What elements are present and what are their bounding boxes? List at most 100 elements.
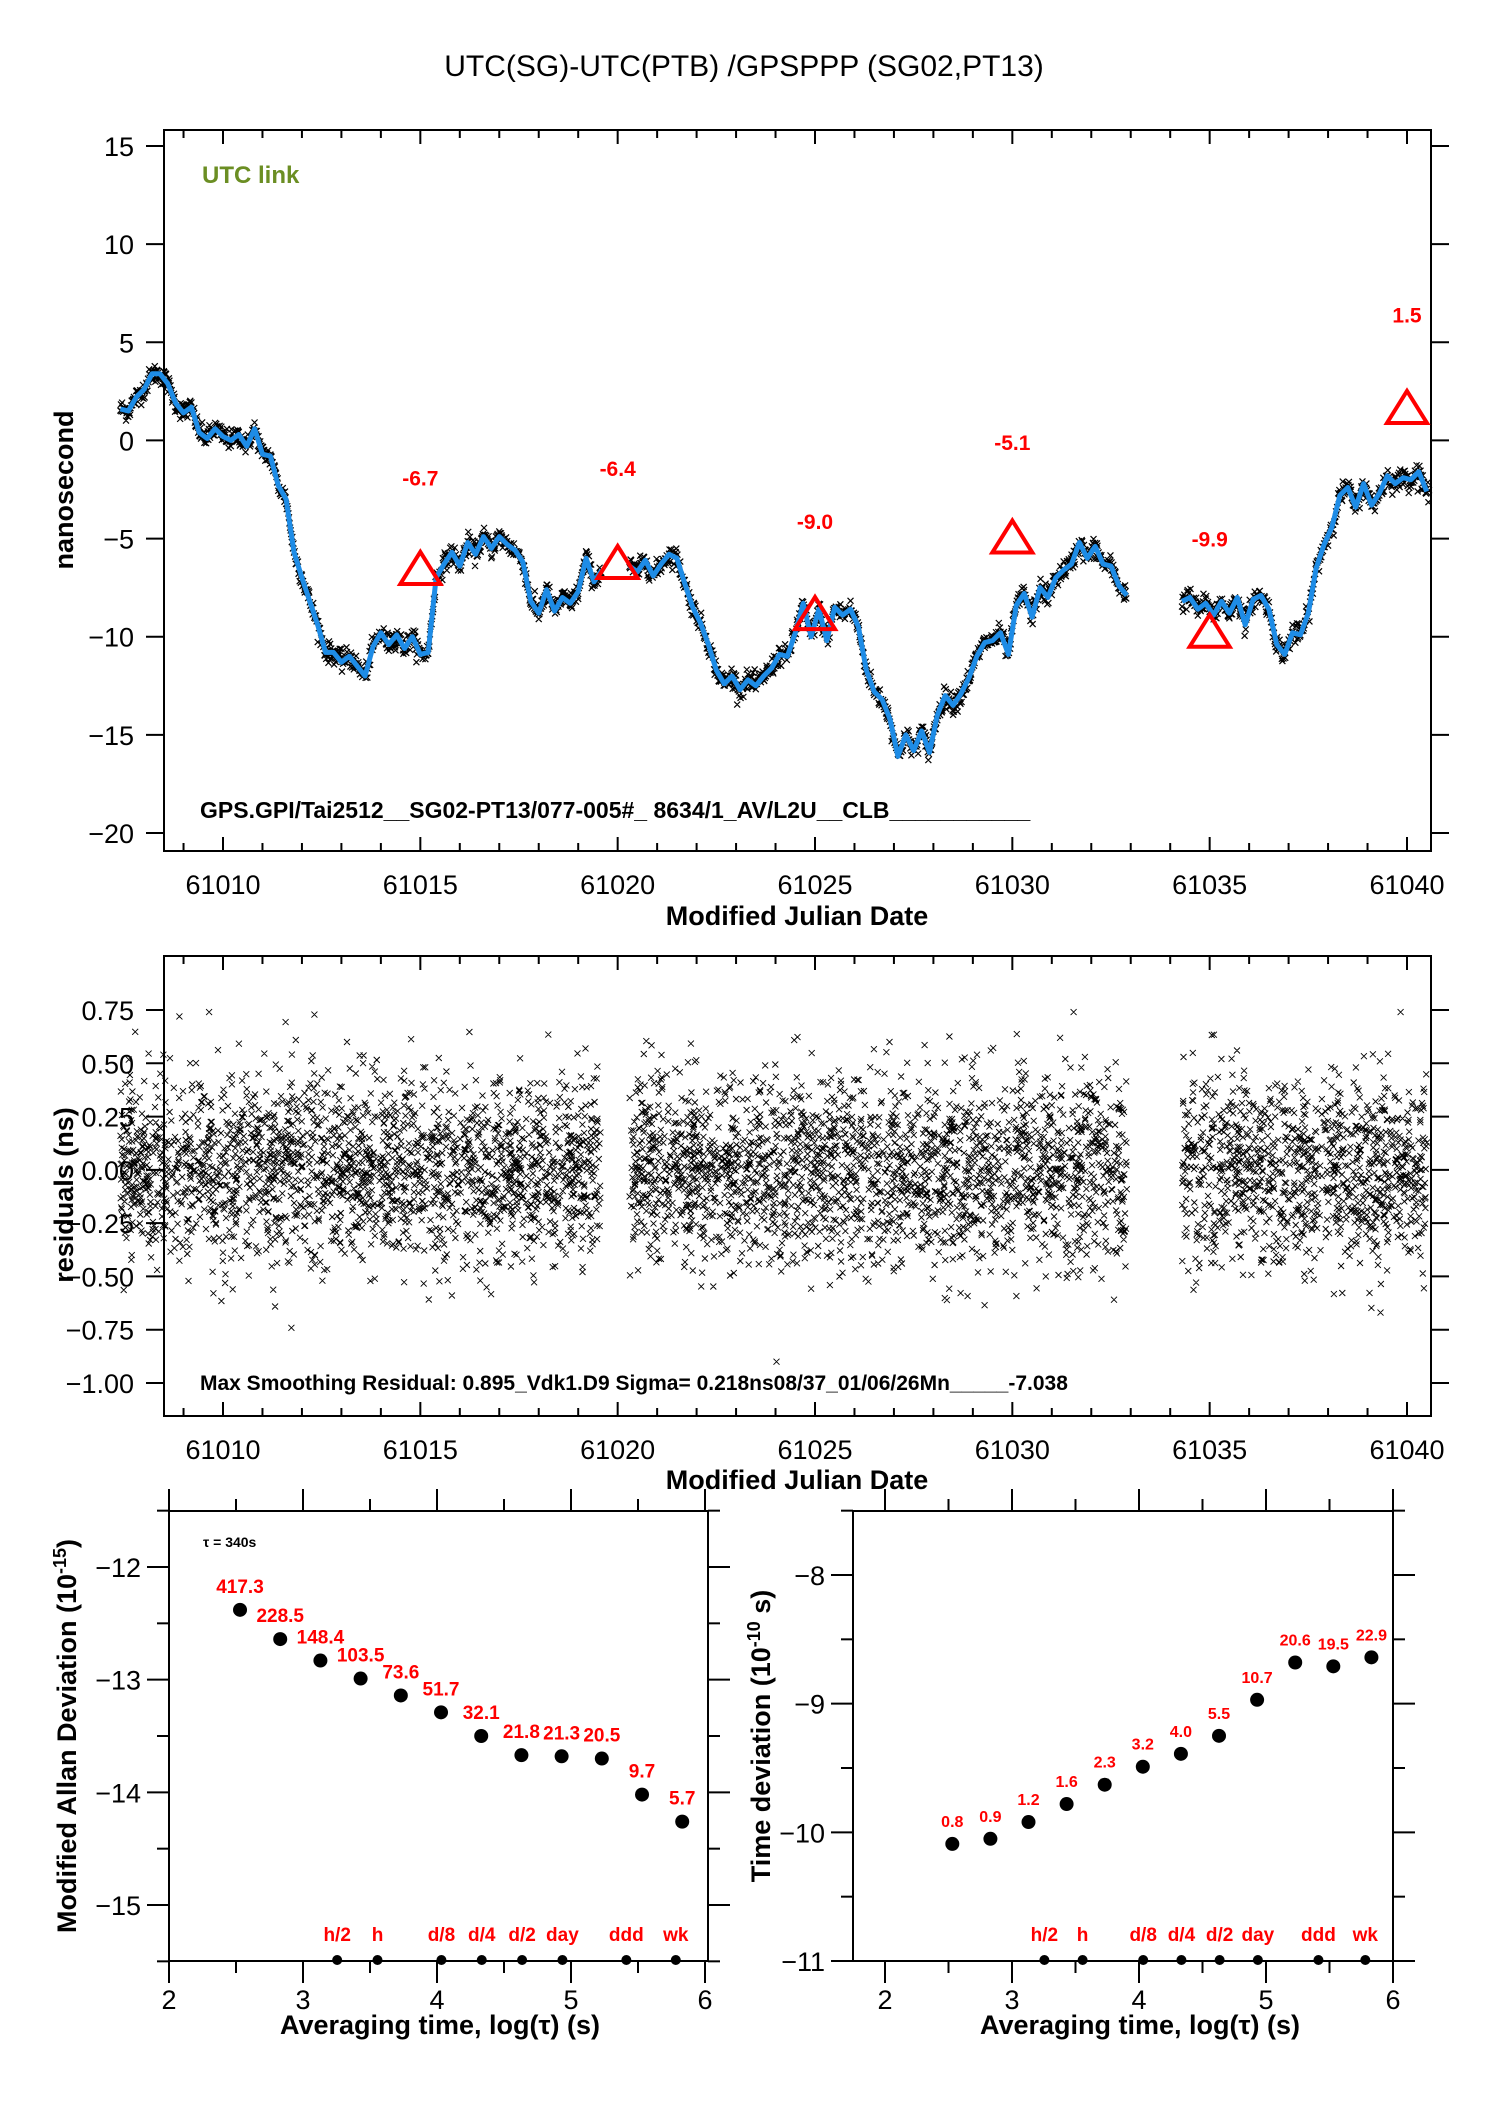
period-mark-label: h/2 bbox=[323, 1925, 350, 1946]
residual-points-segment bbox=[1178, 1008, 1431, 1316]
y-tick-label: −5 bbox=[103, 525, 134, 555]
y-tick-label: 10 bbox=[104, 230, 134, 260]
period-mark-dot bbox=[670, 1955, 681, 1965]
offset-footer-annotation: GPS.GPI/Tai2512__SG02-PT13/077-005#_ 863… bbox=[200, 797, 1030, 823]
period-mark-dot bbox=[1360, 1955, 1371, 1965]
deviation-point-label: 9.7 bbox=[629, 1762, 655, 1783]
deviation-point-label: 21.8 bbox=[503, 1722, 540, 1743]
deviation-point-label: 5.7 bbox=[669, 1789, 695, 1810]
mdev-tau0-label: τ = 340s bbox=[203, 1534, 257, 1550]
deviation-point-label: 5.5 bbox=[1208, 1706, 1230, 1723]
y-tick-label: −14 bbox=[95, 1778, 141, 1808]
x-tick-label: 61040 bbox=[1369, 1435, 1444, 1465]
residuals-annotation: Max Smoothing Residual: 0.895_Vdk1.D9 Si… bbox=[200, 1372, 1068, 1395]
mdev-y-axis-title: Modified Allan Deviation (10-15) bbox=[50, 1539, 82, 1933]
period-mark-dot bbox=[1214, 1955, 1225, 1965]
period-mark-dot bbox=[1313, 1955, 1324, 1965]
mdev-chart: τ = 340s Averaging time, log(τ) (s) Modi… bbox=[50, 1489, 730, 2040]
y-tick-label: −10 bbox=[88, 623, 134, 653]
x-tick-label: 61015 bbox=[383, 1435, 458, 1465]
smoothed-line-segment bbox=[119, 371, 604, 679]
tdev-points: 0.8 0.9 1.2 1.6 2.3 3.2 4.0 5.5 10.7 20.6 19.5 22.9… bbox=[941, 1627, 1387, 1965]
deviation-point bbox=[1212, 1728, 1227, 1743]
period-mark-label: d/8 bbox=[1129, 1925, 1156, 1946]
deviation-point-label: 228.5 bbox=[256, 1606, 304, 1627]
x-tick-label: 61015 bbox=[383, 870, 458, 900]
deviation-point-label: 10.7 bbox=[1242, 1670, 1273, 1687]
period-mark-dot bbox=[436, 1955, 447, 1965]
deviation-point-label: 103.5 bbox=[337, 1646, 385, 1667]
y-tick-label: −13 bbox=[95, 1666, 141, 1696]
utc-link-label: UTC link bbox=[202, 162, 300, 189]
period-mark-label: d/4 bbox=[1168, 1925, 1196, 1946]
period-mark-dot bbox=[621, 1955, 632, 1965]
y-tick-label: −12 bbox=[95, 1553, 141, 1583]
residuals-chart: Max Smoothing Residual: 0.895_Vdk1.D9 Si… bbox=[49, 955, 1449, 1495]
deviation-point bbox=[233, 1602, 248, 1617]
deviation-point bbox=[675, 1814, 690, 1829]
deviation-point bbox=[434, 1705, 449, 1720]
reference-marker-triangle bbox=[791, 593, 839, 632]
deviation-point bbox=[1097, 1777, 1112, 1792]
x-tick-label: 61020 bbox=[580, 1435, 655, 1465]
y-tick-label: −11 bbox=[781, 1947, 825, 1977]
y-tick-label: −0.50 bbox=[66, 1262, 134, 1292]
offset-x-axis-title: Modified Julian Date bbox=[666, 901, 929, 931]
tdev-axis-ticks: 2 3 4 5 6 −8 −9 −10 −11 bbox=[779, 1489, 1415, 2015]
deviation-point-label: 0.8 bbox=[941, 1814, 963, 1831]
period-mark-dot bbox=[517, 1955, 528, 1965]
deviation-point-label: 73.6 bbox=[382, 1662, 419, 1683]
deviation-point bbox=[554, 1749, 569, 1764]
deviation-point bbox=[983, 1831, 998, 1846]
deviation-point bbox=[1173, 1746, 1188, 1761]
y-tick-label: 0.50 bbox=[81, 1049, 134, 1079]
x-tick-label: 5 bbox=[1258, 1985, 1273, 2015]
period-mark-label: d/4 bbox=[468, 1925, 496, 1946]
y-tick-label: 0.75 bbox=[81, 996, 134, 1026]
offset-axis-ticks: 61010 61015 61020 61025 61030 61035 61040 15 10 5… bbox=[88, 130, 1449, 900]
reference-marker-label: -6.7 bbox=[402, 468, 438, 491]
y-tick-label: −20 bbox=[88, 819, 134, 849]
y-tick-label: −0.25 bbox=[66, 1209, 134, 1239]
tdev-y-axis-title: Time deviation (10-10 s) bbox=[744, 1590, 776, 1883]
deviation-point-label: 22.9 bbox=[1356, 1627, 1387, 1644]
reference-marker-label: -9.9 bbox=[1192, 528, 1228, 551]
reference-marker-label: -6.4 bbox=[600, 458, 637, 481]
x-tick-label: 61035 bbox=[1172, 870, 1247, 900]
x-tick-label: 61030 bbox=[975, 1435, 1050, 1465]
raw-points-segment bbox=[1178, 461, 1433, 665]
residuals-y-axis-title: residuals (ns) bbox=[49, 1107, 79, 1283]
y-tick-label: −8 bbox=[794, 1561, 825, 1591]
period-mark-label: d/8 bbox=[428, 1925, 455, 1946]
deviation-point bbox=[945, 1836, 960, 1851]
residuals-points bbox=[117, 1008, 1431, 1366]
residual-points-segment bbox=[117, 1008, 604, 1332]
deviation-point-label: 1.6 bbox=[1055, 1774, 1077, 1791]
period-mark-label: wk bbox=[662, 1925, 689, 1946]
deviation-point-label: 20.6 bbox=[1280, 1632, 1311, 1649]
deviation-point bbox=[313, 1653, 328, 1668]
deviation-point-label: 21.3 bbox=[543, 1723, 580, 1744]
y-tick-label: −9 bbox=[794, 1690, 825, 1720]
deviation-point bbox=[514, 1748, 529, 1763]
offset-plot-frame bbox=[163, 129, 1432, 852]
x-tick-label: 4 bbox=[1131, 1985, 1146, 2015]
residuals-axis-ticks: 61010 61015 61020 61025 61030 61035 61040 0.75 0… bbox=[66, 956, 1449, 1465]
period-mark-label: ddd bbox=[609, 1925, 644, 1946]
deviation-point bbox=[1326, 1659, 1341, 1674]
residual-points-segment bbox=[626, 1008, 1131, 1366]
offset-chart: UTC link GPS.GPI/Tai2512__SG02-PT13/077-… bbox=[49, 129, 1449, 931]
x-tick-label: 61010 bbox=[185, 1435, 260, 1465]
period-mark-label: d/2 bbox=[1206, 1925, 1233, 1946]
deviation-point bbox=[1288, 1655, 1303, 1670]
reference-marker-triangle bbox=[988, 516, 1036, 555]
smoothed-line-segment bbox=[1180, 469, 1430, 657]
deviation-point bbox=[594, 1751, 609, 1766]
reference-marker-label: -9.0 bbox=[797, 511, 833, 534]
x-tick-label: 3 bbox=[295, 1985, 310, 2015]
deviation-point-label: 4.0 bbox=[1170, 1724, 1192, 1741]
deviation-point bbox=[1021, 1815, 1036, 1830]
x-tick-label: 61025 bbox=[777, 870, 852, 900]
